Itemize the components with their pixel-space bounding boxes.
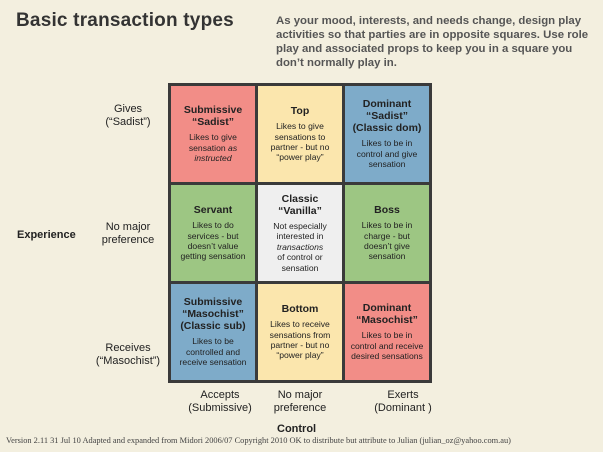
cell-dominant-masochist: Dominant “Masochist” Likes to be in cont… [345,284,429,380]
cell-description: Likes to receive sensations from partner… [269,319,331,361]
col-label-accepts: Accepts (Submissive) [188,389,252,414]
cell-description: Not especially interested in transaction… [273,220,327,273]
cell-title: Top [290,105,310,118]
cell-description: Likes to give sensation as instructed [188,132,238,164]
row-label-no-preference: No major preference [101,221,155,246]
cell-title: Classic “Vanilla” [278,192,322,217]
cell-title: Boss [374,204,400,217]
cell-boss: Boss Likes to be in charge - but doesn’t… [345,185,429,281]
cell-title: Dominant “Sadist” (Classic dom) [352,98,422,135]
cell-title: Bottom [281,303,319,316]
control-axis-label: Control [277,423,317,435]
transaction-grid: Submissive “Sadist” Likes to give sensat… [168,83,432,383]
cell-title: Dominant “Masochist” [356,302,418,327]
cell-description: Likes to do services - but doesn’t value… [180,220,246,262]
cell-top: Top Likes to give sensations to partner … [258,86,342,182]
cell-submissive-sadist: Submissive “Sadist” Likes to give sensat… [171,86,255,182]
row-label-receives: Receives (“Masochist”) [95,342,161,367]
cell-submissive-masochist: Submissive “Masochist” (Classic sub) Lik… [171,284,255,380]
experience-axis-label: Experience [17,229,76,241]
cell-classic-vanilla: Classic “Vanilla” Not especially interes… [258,185,342,281]
intro-text: As your mood, interests, and needs chang… [276,15,589,69]
footer-credits: Version 2.11 31 Jul 10 Adapted and expan… [6,436,511,445]
row-label-gives: Gives (“Sadist”) [105,103,151,128]
cell-servant: Servant Likes to do services - but doesn… [171,185,255,281]
cell-title: Servant [193,204,233,217]
cell-description: Likes to give sensations to partner - bu… [270,121,330,163]
cell-title: Submissive “Sadist” [183,104,243,129]
cell-description: Likes to be controlled and receive sensa… [179,336,247,368]
page-title: Basic transaction types [16,10,234,31]
col-label-exerts: Exerts (Dominant ) [374,389,432,414]
cell-title: Submissive “Masochist” (Classic sub) [180,296,246,333]
cell-bottom: Bottom Likes to receive sensations from … [258,284,342,380]
cell-description: Likes to be in control and give sensatio… [356,138,418,170]
col-label-no-preference: No major preference [273,389,327,414]
cell-description: Likes to be in charge - but doesn’t give… [361,220,413,262]
cell-dominant-sadist: Dominant “Sadist” (Classic dom) Likes to… [345,86,429,182]
cell-description: Likes to be in control and receive desir… [350,330,424,362]
